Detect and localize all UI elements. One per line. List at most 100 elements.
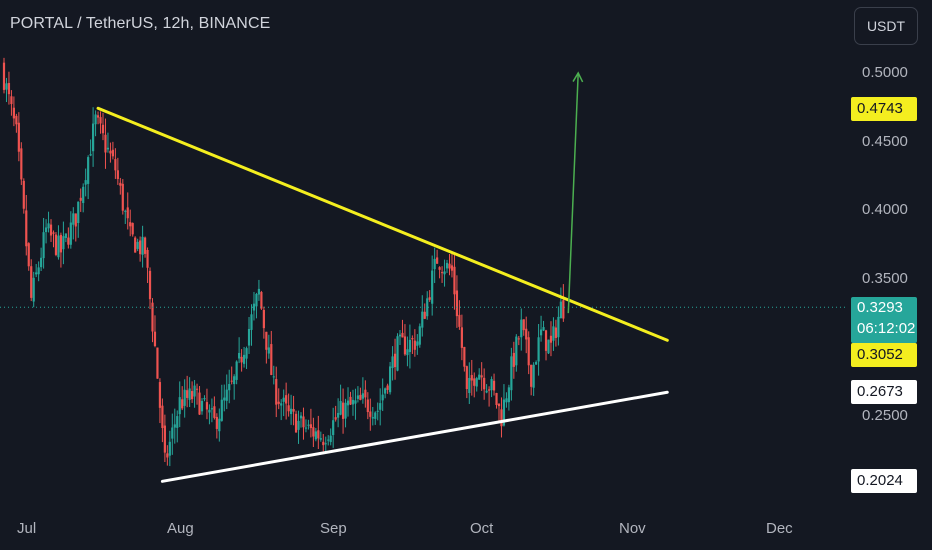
candle-body (193, 385, 196, 397)
candle-body (67, 237, 70, 245)
candle-body (5, 83, 8, 90)
candle-body (339, 401, 342, 415)
candle-body (99, 117, 102, 124)
candle-body (77, 201, 80, 224)
candle-body (549, 335, 553, 343)
candle-body (371, 417, 374, 419)
candle-body (290, 408, 293, 415)
candle-body (426, 298, 429, 317)
candle-body (473, 378, 476, 386)
current-price-label: 0.3293 (857, 299, 903, 316)
candle-body (151, 302, 154, 332)
candle-body (393, 353, 397, 368)
candle-body (507, 387, 510, 403)
candle-body (515, 336, 518, 366)
support-trendline[interactable] (160, 390, 669, 483)
candle-body (386, 385, 389, 390)
candle-body (460, 327, 463, 348)
candle-body (161, 405, 164, 429)
candle-body (57, 235, 60, 258)
candle-body (188, 388, 191, 400)
candle-body (562, 300, 565, 319)
candle-body (391, 356, 394, 369)
candle-body (413, 340, 416, 350)
candle-body (126, 207, 129, 219)
candle-body (351, 399, 355, 405)
candle-body (2, 62, 6, 90)
candle-body (49, 224, 53, 236)
candle-body (124, 210, 127, 212)
candle-body (322, 441, 325, 446)
candle-body (84, 180, 87, 185)
candle-body (247, 328, 251, 346)
resistance-trendline[interactable] (96, 106, 669, 342)
candle-body (208, 409, 211, 413)
candle-body (74, 213, 77, 227)
candle-body (517, 338, 520, 340)
price-tag-resistance-start: 0.4743 (851, 97, 917, 121)
candle-body (337, 412, 340, 418)
candle-body (82, 186, 85, 204)
candle-body (297, 420, 300, 430)
candle-body (319, 438, 322, 440)
candle-body (69, 222, 72, 245)
candle-body (7, 82, 11, 95)
candle-body (465, 366, 468, 390)
candle-body (282, 397, 285, 402)
candle-body (512, 352, 515, 367)
candle-body (443, 271, 446, 275)
candle-body (332, 420, 335, 435)
candle-body (490, 379, 493, 391)
candle-body (148, 270, 152, 300)
candle-body (285, 395, 288, 404)
price-tag-resistance-end: 0.3052 (851, 343, 917, 367)
candle-body (292, 408, 295, 412)
candle-body (344, 402, 347, 419)
candle-body (557, 316, 560, 338)
candle-body (109, 150, 112, 154)
candle-body (265, 331, 268, 350)
candle-body (42, 232, 45, 259)
currency-button[interactable]: USDT (854, 7, 918, 45)
candle-body (381, 394, 384, 401)
candle-body (448, 263, 451, 269)
candle-body (423, 311, 426, 319)
candle-body (25, 210, 28, 247)
candle-body (218, 418, 221, 432)
candle-body (198, 392, 201, 415)
time-tick-jul: Jul (17, 520, 37, 537)
candle-body (257, 288, 261, 295)
candle-body (220, 399, 223, 421)
candle-body (354, 400, 357, 404)
candle-body (468, 378, 471, 394)
candle-body (235, 361, 238, 380)
candle-body (324, 443, 327, 445)
candle-body (143, 237, 147, 254)
candle-body (35, 272, 38, 275)
candle-body (210, 408, 213, 410)
candle-body (418, 326, 421, 345)
candle-body (32, 277, 35, 302)
candle-body (552, 326, 555, 341)
candle-body (406, 349, 409, 356)
candle-body (94, 114, 97, 125)
candle-body (525, 328, 528, 340)
candle-body (272, 376, 275, 378)
candle-body (54, 234, 58, 255)
candle-body (492, 380, 496, 391)
candle-body (485, 390, 488, 393)
candle-body (106, 147, 110, 150)
price-tag-current: 0.3293 06:12:02 (851, 297, 917, 343)
candle-body (527, 337, 530, 366)
candle-body (119, 182, 122, 186)
candle-body (116, 170, 119, 179)
candle-body (203, 398, 206, 400)
candle-body (252, 303, 256, 311)
candle-body (27, 243, 30, 267)
projection-arrow-shaft[interactable] (567, 72, 579, 314)
price-tick-1: 0.4500 (862, 133, 908, 150)
candle-body (134, 237, 137, 253)
candle-body (438, 267, 441, 270)
candle-body (480, 375, 483, 378)
